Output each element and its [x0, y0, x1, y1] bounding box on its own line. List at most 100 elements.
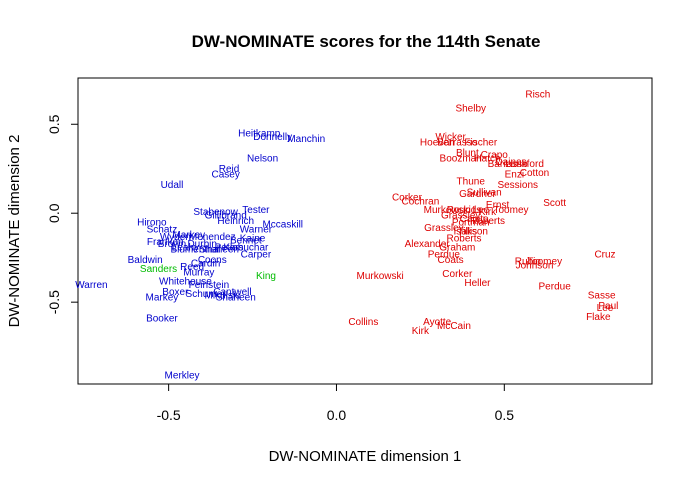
- senator-point: Corker: [442, 269, 473, 280]
- senator-point: Kirk: [412, 326, 430, 337]
- senator-point: Udall: [161, 180, 184, 191]
- senator-point: Sessions: [497, 180, 538, 191]
- senator-point: Grassley: [424, 223, 463, 234]
- senator-point: Peters: [215, 243, 244, 254]
- x-tick-label: 0.0: [327, 407, 347, 423]
- senator-point: Schatz: [147, 225, 178, 236]
- senator-point: Franken: [147, 237, 184, 248]
- senator-point: King: [256, 271, 276, 282]
- senator-point: Heitkamp: [238, 129, 281, 140]
- senator-point: Coons: [198, 255, 227, 266]
- senator-point: Carper: [241, 250, 272, 261]
- senator-point: Bennet: [230, 235, 262, 246]
- x-axis-label: DW-NOMINATE dimension 1: [269, 448, 462, 465]
- senator-point: Ernst: [486, 200, 510, 211]
- y-tick-label: 0.5: [46, 114, 62, 134]
- senator-point: Scott: [543, 198, 566, 209]
- senator-point: Cardin: [191, 259, 220, 270]
- senator-point: Barrasso: [437, 138, 477, 149]
- senator-point: Brown: [158, 239, 186, 250]
- senator-point: Baldwin: [128, 255, 163, 266]
- senator-point: Coats: [438, 255, 464, 266]
- x-tick-label: -0.5: [157, 407, 181, 423]
- senator-point: Warren: [75, 280, 107, 291]
- senator-point: Blunt: [456, 148, 479, 159]
- senator-point: Portman: [452, 218, 490, 229]
- senator-point: Gardner: [459, 189, 496, 200]
- senator-point: Wyden: [160, 232, 191, 243]
- senator-point: Perdue: [539, 282, 572, 293]
- senator-point: Warner: [240, 225, 273, 236]
- senator-point: Perdue: [428, 250, 461, 261]
- senator-point: Alexander: [405, 239, 451, 250]
- senator-point: Isakson: [454, 227, 488, 238]
- senator-point: Boozman: [440, 154, 482, 165]
- senator-point: Heinrich: [217, 216, 254, 227]
- senator-point: Manchin: [287, 134, 325, 145]
- y-tick-label: -0.5: [46, 290, 62, 314]
- senator-point: Feinstein: [189, 280, 230, 291]
- senator-point: Toomey: [527, 257, 562, 268]
- senator-point: Barrasso: [488, 159, 528, 170]
- senator-point: Stabenow: [193, 207, 238, 218]
- senator-point: Capito: [460, 214, 489, 225]
- senator-point: Casey: [212, 170, 240, 181]
- y-axis-label: DW-NOMINATE dimension 2: [6, 135, 23, 328]
- senator-point: Hirono: [137, 218, 167, 229]
- senator-point: Kirk: [479, 207, 497, 218]
- senator-point: Hoeven: [420, 138, 454, 149]
- senator-point: Shaheen: [216, 292, 256, 303]
- senator-point: Durbin: [187, 239, 216, 250]
- senator-point: Rounds: [447, 205, 481, 216]
- senator-point: Roberts: [470, 216, 505, 227]
- senator-point: Markey: [146, 292, 179, 303]
- senator-point: Thune: [457, 177, 486, 188]
- senator-point: Gillibrand: [205, 210, 247, 221]
- senator-point: Murkowski: [356, 271, 403, 282]
- senator-point: Booker: [146, 314, 178, 325]
- senator-point: Markey: [172, 230, 205, 241]
- senator-point: Grassley: [441, 210, 480, 221]
- senator-point: Murray: [183, 267, 214, 278]
- senator-point: Graham: [439, 243, 475, 254]
- senator-point: Rubio: [515, 257, 542, 268]
- senator-point: Menendez: [189, 232, 236, 243]
- senator-point: Hatch: [474, 154, 500, 165]
- senator-point: Ayotte: [423, 317, 452, 328]
- senator-point: Boxer: [162, 287, 189, 298]
- senator-point: Whitehouse: [159, 276, 212, 287]
- senator-point: Cruz: [594, 250, 615, 261]
- senator-point: Nelson: [247, 154, 278, 165]
- senator-point: Sanders: [140, 264, 177, 275]
- senator-point: Lee: [597, 303, 614, 314]
- x-axis: -0.5 0.0 0.5: [157, 383, 515, 423]
- senator-point: Cantwell: [213, 287, 251, 298]
- senator-point: Sullivan: [467, 187, 502, 198]
- y-tick-label: 0.0: [46, 203, 62, 223]
- senator-point: Lankford: [505, 159, 544, 170]
- senator-point: Tester: [242, 205, 270, 216]
- senator-point: Tillis: [458, 227, 478, 238]
- x-tick-label: 0.5: [495, 407, 515, 423]
- senator-point: Paul: [598, 301, 618, 312]
- senator-point: Donnelly: [253, 132, 292, 143]
- senator-point: Shaheen: [199, 244, 239, 255]
- senator-point: Merkley: [165, 371, 200, 382]
- senator-point: Crapo: [481, 150, 509, 161]
- senator-point: Johnson: [516, 260, 554, 271]
- senator-point: McCain: [437, 321, 471, 332]
- senator-point: Murkowski: [424, 205, 471, 216]
- senator-point: Klobuchar: [223, 243, 269, 254]
- senator-point: Leahy: [172, 243, 199, 254]
- senator-point: Reed: [180, 262, 204, 273]
- y-axis: -0.5 0.0 0.5: [46, 114, 79, 314]
- senator-point: Blumenthal: [170, 244, 220, 255]
- senator-point: Daines: [495, 157, 526, 168]
- senator-point: Flake: [586, 312, 611, 323]
- senator-point: Mccaskill: [262, 219, 303, 230]
- senator-point: Sasse: [588, 291, 616, 302]
- chart-title: DW-NOMINATE scores for the 114th Senate: [192, 32, 541, 51]
- senator-point: Reid: [219, 164, 240, 175]
